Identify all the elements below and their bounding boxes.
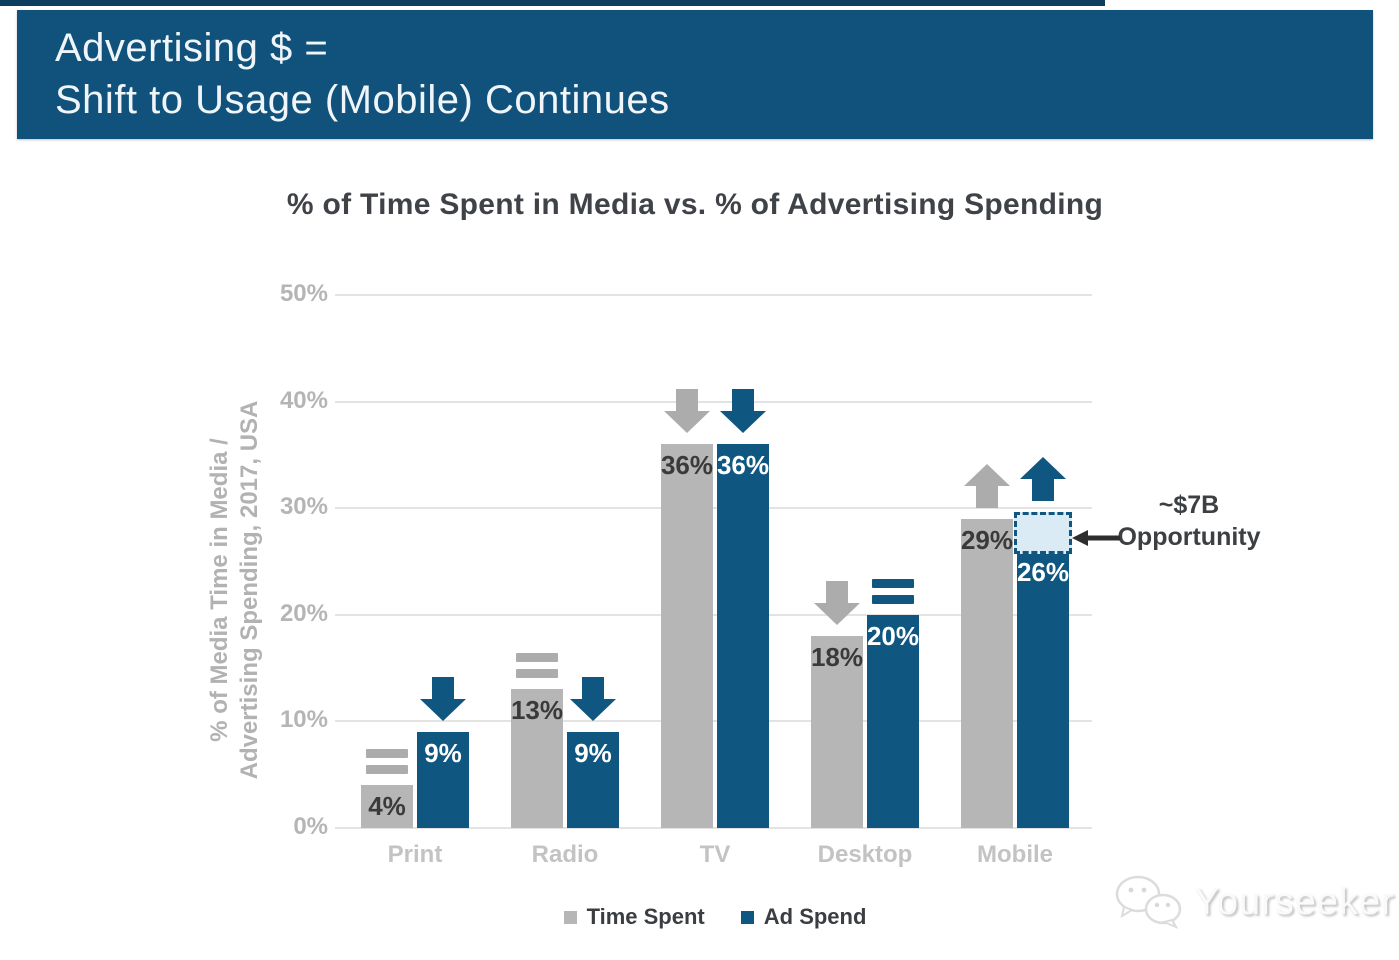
trend-flat-icon-ad-spend-desktop: [872, 578, 914, 604]
bar-time-spent-desktop: [811, 636, 863, 828]
x-category-label-tv: TV: [699, 841, 731, 868]
y-tick-label-30: 30%: [279, 493, 328, 521]
trend-up-icon-ad-spend-mobile: [1020, 457, 1066, 502]
gridline-40: [335, 400, 1092, 403]
bar-ad-spend-tv: [717, 444, 769, 828]
bar-time-spent-tv: [661, 444, 713, 828]
gridline-10: [335, 720, 1092, 723]
y-tick-label-10: 10%: [279, 706, 328, 734]
x-category-label-mobile: Mobile: [977, 841, 1053, 868]
wechat-icon: [1112, 874, 1186, 930]
gridline-20: [335, 613, 1092, 616]
x-category-label-radio: Radio: [531, 841, 599, 868]
chart-title: % of Time Spent in Media vs. % of Advert…: [286, 188, 1104, 221]
trend-down-icon-ad-spend-radio: [570, 677, 616, 722]
bar-ad-spend-radio: [567, 732, 619, 828]
trend-down-icon-ad-spend-tv: [720, 389, 766, 434]
trend-down-icon-time-spent-desktop: [814, 581, 860, 626]
trend-down-icon-time-spent-tv: [664, 389, 710, 434]
y-tick-label-50: 50%: [279, 280, 328, 307]
value-label-ad-spend-tv: 36%: [716, 450, 770, 481]
watermark-text: Yourseeker: [1194, 880, 1395, 923]
value-label-time-spent-radio: 13%: [510, 695, 564, 726]
legend-item-time-spent: Time Spent: [563, 904, 705, 930]
slide-header-line1: Advertising $ =: [55, 26, 329, 70]
trend-down-icon-ad-spend-print: [420, 677, 466, 722]
y-tick-label-20: 20%: [279, 599, 328, 627]
bar-ad-spend-print: [417, 732, 469, 828]
gridline-50: [335, 294, 1092, 296]
legend-label: Time Spent: [586, 904, 705, 929]
opportunity-annotation-line1: ~$7B: [1158, 491, 1220, 519]
value-label-time-spent-mobile: 29%: [960, 524, 1014, 555]
legend-label: Ad Spend: [763, 904, 867, 929]
slide-header: Advertising $ = Shift to Usage (Mobile) …: [17, 10, 1373, 139]
y-tick-label-40: 40%: [279, 386, 328, 414]
watermark: Yourseeker: [1112, 874, 1395, 930]
trend-flat-icon-time-spent-print: [366, 749, 408, 775]
x-category-label-print: Print: [387, 841, 443, 868]
value-label-time-spent-tv: 36%: [660, 450, 714, 481]
bar-ad-spend-desktop: [867, 614, 919, 828]
bar-time-spent-radio: [511, 689, 563, 828]
value-label-time-spent-desktop: 18%: [810, 642, 864, 673]
gridline-30: [335, 507, 1092, 510]
top-edge-strip: [0, 0, 1105, 6]
value-label-ad-spend-desktop: 20%: [866, 620, 920, 651]
legend-swatch: [563, 910, 577, 924]
slide-header-title: Advertising $ = Shift to Usage (Mobile) …: [55, 22, 670, 126]
trend-up-icon-time-spent-mobile: [964, 463, 1010, 508]
opportunity-annotation-line2: Opportunity: [1117, 523, 1261, 551]
bar-time-spent-mobile: [961, 518, 1013, 828]
y-axis-label-line1: % of Media Time in Media /: [206, 438, 233, 742]
bar-time-spent-print: [361, 785, 413, 828]
opportunity-annotation: ~$7B Opportunity: [1116, 489, 1262, 553]
value-label-ad-spend-radio: 9%: [574, 738, 612, 769]
legend-item-ad-spend: Ad Spend: [740, 904, 867, 930]
left-arrow-icon: [1072, 529, 1120, 547]
gridline-0: [335, 827, 1092, 829]
value-label-ad-spend-mobile: 26%: [1016, 556, 1070, 587]
trend-flat-icon-time-spent-radio: [516, 653, 558, 679]
bar-ad-spend-mobile: [1017, 550, 1069, 828]
x-category-label-desktop: Desktop: [817, 841, 913, 868]
value-label-time-spent-print: 4%: [368, 791, 406, 822]
chart-legend: Time Spent Ad Spend: [335, 904, 1095, 930]
y-tick-label-0: 0%: [293, 813, 328, 840]
value-label-ad-spend-print: 9%: [424, 738, 462, 769]
legend-swatch: [740, 910, 754, 924]
opportunity-gap-box: [1014, 512, 1072, 554]
slide-header-line2: Shift to Usage (Mobile) Continues: [55, 78, 670, 122]
